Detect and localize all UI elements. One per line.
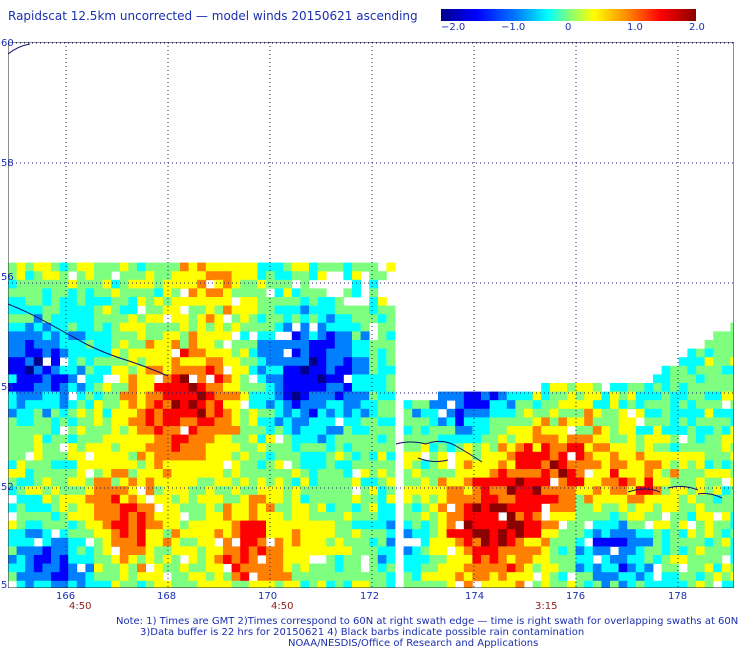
longitude-label: 166 <box>56 591 76 602</box>
longitude-label: 176 <box>566 591 586 602</box>
latitude-label: 54 <box>1 382 14 393</box>
swath-time-label: 4:50 <box>69 601 92 612</box>
swath-time-label: 4:50 <box>271 601 294 612</box>
colorbar-tick-label: 2.0 <box>689 22 705 33</box>
longitude-label: 168 <box>157 591 177 602</box>
wind-difference-map <box>8 42 734 588</box>
colorbar-tick-label: 0 <box>565 22 572 33</box>
longitude-label: 174 <box>465 591 485 602</box>
coastlines <box>8 43 723 499</box>
footnote-line-1: Note: 1) Times are GMT 2)Times correspon… <box>116 616 739 627</box>
footnote-line-2: 3)Data buffer is 22 hrs for 20150621 4) … <box>140 627 585 638</box>
colorbar <box>441 9 696 21</box>
colorbar-tick-label: −2.0 <box>441 22 466 33</box>
longitude-label: 178 <box>668 591 688 602</box>
latitude-label: 5 <box>1 580 8 591</box>
longitude-label: 170 <box>258 591 278 602</box>
latitude-label: 58 <box>1 158 14 169</box>
graticule <box>8 42 734 588</box>
footnote-line-3: NOAA/NESDIS/Office of Research and Appli… <box>288 638 539 649</box>
longitude-label: 172 <box>360 591 380 602</box>
latitude-label: 52 <box>1 482 14 493</box>
latitude-label: 56 <box>1 272 14 283</box>
swath-grid-cells <box>8 262 734 588</box>
swath-time-label: 3:15 <box>535 601 558 612</box>
colorbar-tick-label: −1.0 <box>501 22 526 33</box>
map-title: Rapidscat 12.5km uncorrected — model win… <box>8 9 418 23</box>
colorbar-tick-label: 1.0 <box>627 22 643 33</box>
latitude-label: 60 <box>1 38 14 49</box>
